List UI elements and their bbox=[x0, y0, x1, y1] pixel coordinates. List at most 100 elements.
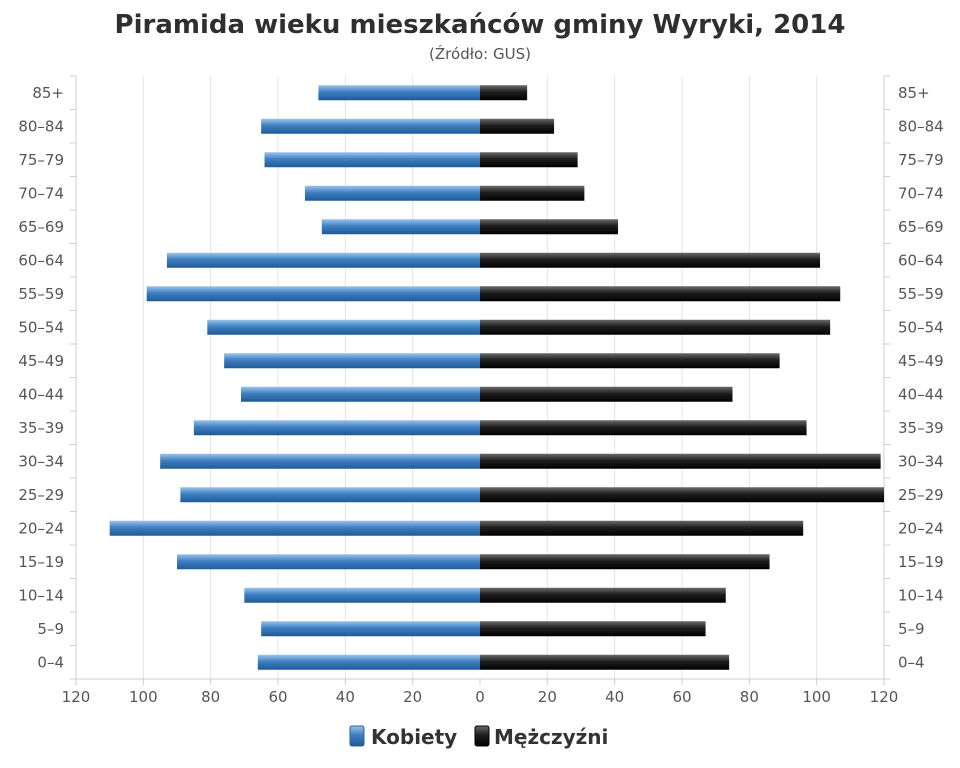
bar-mezczyzni-15–19[interactable] bbox=[480, 554, 770, 570]
category-label-left: 5–9 bbox=[37, 620, 64, 638]
bar-kobiety-0–4[interactable] bbox=[257, 654, 480, 670]
category-label-left: 30–34 bbox=[18, 452, 64, 470]
x-tick-label: 60 bbox=[672, 688, 691, 706]
bar-kobiety-35–39[interactable] bbox=[193, 420, 481, 436]
category-label-right: 60–64 bbox=[898, 251, 944, 269]
bar-kobiety-20–24[interactable] bbox=[109, 520, 481, 536]
bar-mezczyzni-70–74[interactable] bbox=[480, 185, 585, 201]
category-label-left: 25–29 bbox=[18, 486, 64, 504]
bar-kobiety-85+[interactable] bbox=[318, 85, 480, 101]
legend[interactable]: Kobiety Mężczyźni bbox=[349, 725, 608, 749]
bar-kobiety-10–14[interactable] bbox=[244, 587, 480, 603]
category-label-right: 25–29 bbox=[898, 486, 944, 504]
bar-mezczyzni-60–64[interactable] bbox=[480, 252, 821, 268]
category-label-left: 55–59 bbox=[18, 285, 64, 303]
bar-mezczyzni-0–4[interactable] bbox=[480, 654, 730, 670]
legend-swatch-mezczyzni bbox=[474, 725, 490, 747]
category-label-right: 35–39 bbox=[898, 419, 944, 437]
category-label-left: 20–24 bbox=[18, 519, 64, 537]
category-label-left: 80–84 bbox=[18, 117, 64, 135]
bar-kobiety-70–74[interactable] bbox=[304, 185, 480, 201]
x-tick-label: 20 bbox=[538, 688, 557, 706]
category-label-left: 0–4 bbox=[37, 653, 64, 671]
category-label-right: 20–24 bbox=[898, 519, 944, 537]
x-tick-label: 120 bbox=[870, 688, 899, 706]
bars bbox=[109, 85, 884, 670]
category-label-right: 45–49 bbox=[898, 352, 944, 370]
category-label-right: 15–19 bbox=[898, 553, 944, 571]
category-labels-left: 0–4 5–9 10–14 15–19 20–24 25–29 30–34 35–39 40–4… bbox=[18, 84, 64, 672]
bar-mezczyzni-50–54[interactable] bbox=[480, 319, 831, 335]
bar-kobiety-40–44[interactable] bbox=[240, 386, 480, 402]
category-label-right: 65–69 bbox=[898, 218, 944, 236]
category-label-left: 40–44 bbox=[18, 385, 64, 403]
category-labels-right: 0–4 5–9 10–14 15–19 20–24 25–29 30–34 35–39 40–4… bbox=[898, 84, 944, 672]
category-label-right: 40–44 bbox=[898, 385, 944, 403]
category-label-right: 80–84 bbox=[898, 117, 944, 135]
bar-kobiety-80–84[interactable] bbox=[261, 118, 480, 134]
bar-kobiety-55–59[interactable] bbox=[146, 286, 480, 302]
bar-mezczyzni-80–84[interactable] bbox=[480, 118, 555, 134]
category-label-left: 75–79 bbox=[18, 151, 64, 169]
bar-mezczyzni-10–14[interactable] bbox=[480, 587, 726, 603]
x-tick-label: 80 bbox=[201, 688, 220, 706]
bar-mezczyzni-65–69[interactable] bbox=[480, 219, 619, 235]
x-tick-labels: 120 100 80 60 40 20 0 20 40 60 80 100 120 bbox=[62, 688, 899, 706]
legend-item-kobiety[interactable]: Kobiety bbox=[349, 725, 457, 749]
bar-kobiety-75–79[interactable] bbox=[264, 152, 480, 168]
x-tick-label: 0 bbox=[475, 688, 485, 706]
grid-lines bbox=[142, 76, 818, 679]
x-tick-label: 100 bbox=[802, 688, 831, 706]
category-label-left: 10–14 bbox=[18, 586, 64, 604]
category-label-left: 85+ bbox=[32, 84, 64, 102]
category-label-right: 50–54 bbox=[898, 318, 944, 336]
category-label-right: 5–9 bbox=[898, 620, 925, 638]
bar-kobiety-65–69[interactable] bbox=[321, 219, 480, 235]
x-tick-label: 120 bbox=[62, 688, 91, 706]
bar-mezczyzni-45–49[interactable] bbox=[480, 353, 780, 369]
category-label-right: 75–79 bbox=[898, 151, 944, 169]
bar-mezczyzni-5–9[interactable] bbox=[480, 621, 706, 637]
x-tick-label: 20 bbox=[403, 688, 422, 706]
category-label-right: 70–74 bbox=[898, 184, 944, 202]
chart-subtitle: (Źródło: GUS) bbox=[429, 44, 531, 63]
legend-item-mezczyzni[interactable]: Mężczyźni bbox=[474, 725, 608, 749]
category-label-right: 85+ bbox=[898, 84, 930, 102]
x-tick-label: 80 bbox=[740, 688, 759, 706]
chart-title: Piramida wieku mieszkańców gminy Wyryki,… bbox=[115, 10, 846, 40]
category-label-right: 55–59 bbox=[898, 285, 944, 303]
bar-mezczyzni-35–39[interactable] bbox=[480, 420, 807, 436]
bar-kobiety-30–34[interactable] bbox=[160, 453, 480, 469]
legend-label-kobiety: Kobiety bbox=[371, 725, 457, 749]
legend-label-mezczyzni: Mężczyźni bbox=[494, 725, 608, 749]
x-tick-label: 60 bbox=[268, 688, 287, 706]
category-label-left: 15–19 bbox=[18, 553, 64, 571]
bar-mezczyzni-30–34[interactable] bbox=[480, 453, 881, 469]
category-label-right: 10–14 bbox=[898, 586, 944, 604]
bar-kobiety-45–49[interactable] bbox=[224, 353, 480, 369]
bar-kobiety-25–29[interactable] bbox=[180, 487, 480, 503]
axes bbox=[70, 75, 890, 685]
x-tick-label: 40 bbox=[605, 688, 624, 706]
category-label-left: 70–74 bbox=[18, 184, 64, 202]
x-tick-label: 100 bbox=[129, 688, 158, 706]
category-label-right: 30–34 bbox=[898, 452, 944, 470]
category-label-left: 50–54 bbox=[18, 318, 64, 336]
bar-kobiety-50–54[interactable] bbox=[207, 319, 481, 335]
bar-mezczyzni-55–59[interactable] bbox=[480, 286, 841, 302]
category-label-right: 0–4 bbox=[898, 653, 925, 671]
bar-mezczyzni-75–79[interactable] bbox=[480, 152, 578, 168]
bar-mezczyzni-85+[interactable] bbox=[480, 85, 528, 101]
legend-swatch-kobiety bbox=[349, 725, 365, 747]
bar-mezczyzni-20–24[interactable] bbox=[480, 520, 804, 536]
category-label-left: 45–49 bbox=[18, 352, 64, 370]
bar-kobiety-60–64[interactable] bbox=[166, 252, 480, 268]
bar-kobiety-5–9[interactable] bbox=[261, 621, 480, 637]
category-label-left: 35–39 bbox=[18, 419, 64, 437]
bar-mezczyzni-40–44[interactable] bbox=[480, 386, 733, 402]
category-label-left: 65–69 bbox=[18, 218, 64, 236]
bar-kobiety-15–19[interactable] bbox=[177, 554, 480, 570]
bar-mezczyzni-25–29[interactable] bbox=[480, 487, 884, 503]
category-label-left: 60–64 bbox=[18, 251, 64, 269]
